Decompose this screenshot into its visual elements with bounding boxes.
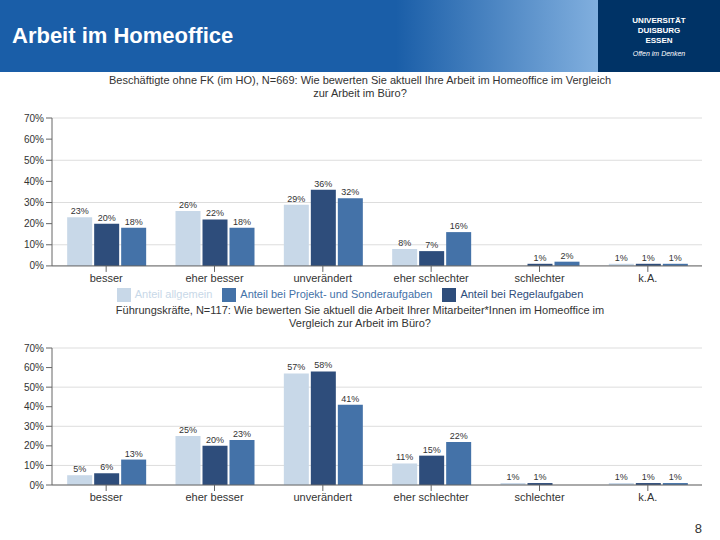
svg-text:30%: 30% bbox=[24, 421, 44, 432]
svg-text:8%: 8% bbox=[398, 238, 411, 248]
svg-text:10%: 10% bbox=[24, 239, 44, 250]
svg-text:k.A.: k.A. bbox=[638, 272, 657, 284]
svg-text:50%: 50% bbox=[24, 155, 44, 166]
svg-text:50%: 50% bbox=[24, 382, 44, 393]
svg-text:1%: 1% bbox=[669, 253, 682, 263]
svg-text:11%: 11% bbox=[396, 452, 413, 462]
svg-text:1%: 1% bbox=[615, 472, 628, 482]
svg-text:58%: 58% bbox=[314, 360, 332, 370]
svg-text:1%: 1% bbox=[642, 472, 655, 482]
svg-text:23%: 23% bbox=[71, 206, 89, 216]
html-text:Anteil bei Projekt- und Sonder: Anteil bei Projekt- und Sonderaufgaben bbox=[240, 287, 433, 300]
svg-text:20%: 20% bbox=[24, 440, 44, 451]
svg-text:20%: 20% bbox=[24, 218, 44, 229]
svg-text:0%: 0% bbox=[30, 480, 45, 491]
svg-text:10%: 10% bbox=[24, 460, 44, 471]
svg-text:eher besser: eher besser bbox=[185, 491, 243, 503]
html-text:Anteil allgemein: Anteil allgemein bbox=[134, 287, 213, 300]
svg-text:k.A.: k.A. bbox=[638, 491, 657, 503]
svg-text:unverändert: unverändert bbox=[293, 272, 352, 284]
svg-text:70%: 70% bbox=[24, 343, 44, 354]
svg-text:57%: 57% bbox=[287, 362, 305, 372]
svg-text:29%: 29% bbox=[287, 194, 305, 204]
svg-text:15%: 15% bbox=[423, 445, 441, 455]
svg-text:schlechter: schlechter bbox=[514, 272, 564, 284]
svg-text:20%: 20% bbox=[206, 435, 224, 445]
html-text:Arbeit im Homeoffice: Arbeit im Homeoffice bbox=[12, 23, 234, 48]
svg-text:6%: 6% bbox=[100, 462, 113, 472]
svg-text:26%: 26% bbox=[179, 200, 197, 210]
svg-text:25%: 25% bbox=[179, 425, 197, 435]
svg-text:18%: 18% bbox=[233, 217, 251, 227]
svg-text:13%: 13% bbox=[125, 449, 143, 459]
svg-text:60%: 60% bbox=[24, 362, 44, 373]
svg-text:eher schlechter: eher schlechter bbox=[394, 272, 470, 284]
svg-text:1%: 1% bbox=[506, 472, 519, 482]
svg-text:unverändert: unverändert bbox=[293, 491, 352, 503]
html-text:Führungskräfte, N=117: Wie bew: Führungskräfte, N=117: Wie bewerten Sie … bbox=[115, 304, 605, 329]
svg-text:16%: 16% bbox=[450, 221, 468, 231]
svg-text:41%: 41% bbox=[341, 394, 359, 404]
svg-text:22%: 22% bbox=[206, 208, 224, 218]
svg-text:7%: 7% bbox=[425, 240, 438, 250]
svg-text:18%: 18% bbox=[125, 217, 143, 227]
svg-text:23%: 23% bbox=[233, 429, 251, 439]
svg-text:1%: 1% bbox=[533, 253, 546, 263]
svg-text:20%: 20% bbox=[98, 213, 116, 223]
svg-text:1%: 1% bbox=[615, 253, 628, 263]
svg-text:schlechter: schlechter bbox=[514, 491, 564, 503]
html-text:Anteil bei Regelaufgaben: Anteil bei Regelaufgaben bbox=[460, 287, 584, 300]
svg-text:besser: besser bbox=[90, 272, 123, 284]
svg-text:5%: 5% bbox=[73, 464, 86, 474]
svg-text:40%: 40% bbox=[24, 401, 44, 412]
svg-text:30%: 30% bbox=[24, 197, 44, 208]
svg-text:22%: 22% bbox=[450, 431, 468, 441]
svg-text:2%: 2% bbox=[560, 251, 573, 261]
html-text:8: 8 bbox=[694, 521, 702, 536]
svg-text:besser: besser bbox=[90, 491, 123, 503]
svg-text:40%: 40% bbox=[24, 176, 44, 187]
svg-text:eher besser: eher besser bbox=[185, 272, 243, 284]
svg-text:1%: 1% bbox=[533, 472, 546, 482]
html-text:Beschäftigte ohne FK (im HO),: Beschäftigte ohne FK (im HO), N=669: Wie… bbox=[109, 74, 611, 99]
svg-text:0%: 0% bbox=[30, 260, 45, 271]
svg-text:1%: 1% bbox=[642, 253, 655, 263]
svg-text:70%: 70% bbox=[24, 113, 44, 124]
svg-text:60%: 60% bbox=[24, 134, 44, 145]
html-text:UNIVERSITÄT DUISBURG ESSEN: UNIVERSITÄT DUISBURG ESSEN bbox=[632, 15, 686, 45]
svg-text:eher schlechter: eher schlechter bbox=[394, 491, 470, 503]
svg-text:36%: 36% bbox=[314, 179, 332, 189]
svg-text:1%: 1% bbox=[669, 472, 682, 482]
html-text:Offen im Denken: Offen im Denken bbox=[632, 49, 686, 57]
svg-text:32%: 32% bbox=[341, 187, 359, 197]
